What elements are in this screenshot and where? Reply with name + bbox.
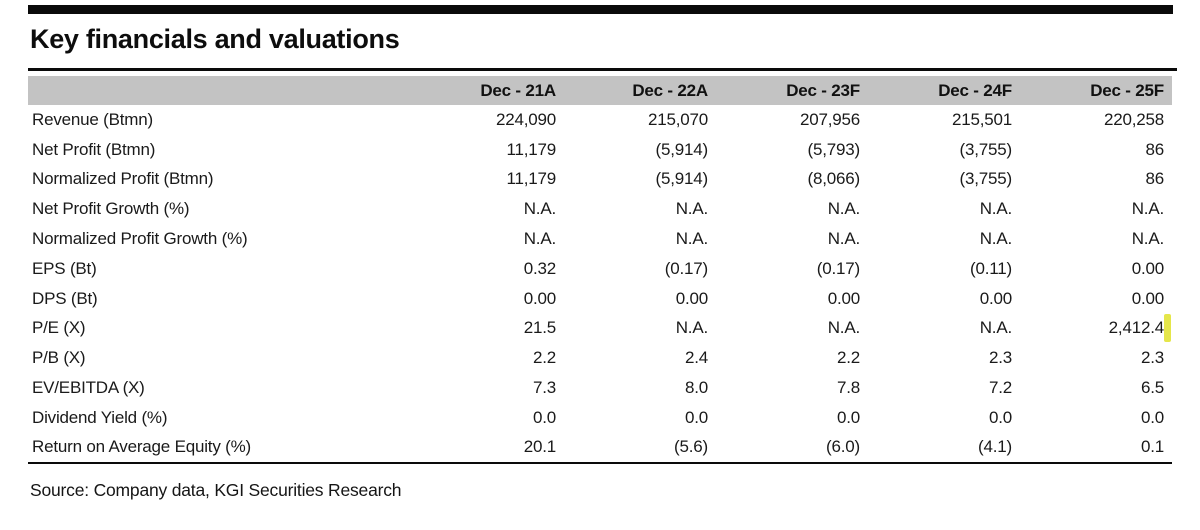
row-label: Net Profit (Btmn) xyxy=(32,139,156,159)
cell-value: 11,179 xyxy=(506,169,556,189)
column-header: Dec - 21A xyxy=(480,80,556,100)
cell-value: 2.3 xyxy=(1140,348,1164,368)
cell-value: 0.00 xyxy=(979,288,1012,308)
source-note: Source: Company data, KGI Securities Res… xyxy=(30,480,402,500)
table-row: Normalized Profit (Btmn) 11,179 (5,914) (8,… xyxy=(28,165,1172,195)
cell-value: N.A. xyxy=(979,318,1012,338)
cell-value: (3,755) xyxy=(959,139,1013,159)
header-label-cell xyxy=(28,76,404,105)
top-divider-bar xyxy=(28,5,1173,14)
cell-value: 0.0 xyxy=(1140,407,1164,427)
table-row: EV/EBITDA (X) 7.3 8.0 7.8 7.2 6.5 xyxy=(28,373,1172,403)
cell-value: (6.0) xyxy=(826,437,860,457)
financials-table: Dec - 21A Dec - 22A Dec - 23F Dec - 24F Dec … xyxy=(28,76,1172,464)
cell-value: 215,501 xyxy=(951,109,1012,129)
cell-value: 2.4 xyxy=(684,348,708,368)
table-row: Revenue (Btmn) 224,090 215,070 207,956 215,5… xyxy=(28,105,1172,135)
cell-value: 2,412.4 xyxy=(1108,318,1165,338)
cell-value: 86 xyxy=(1145,139,1164,159)
table-row: P/E (X) 21.5 N.A. N.A. N.A. 2,412.4 xyxy=(28,314,1172,344)
cell-value: 2.2 xyxy=(836,348,860,368)
column-header: Dec - 23F xyxy=(786,80,860,100)
column-header: Dec - 24F xyxy=(938,80,1012,100)
cell-value: 0.0 xyxy=(684,407,708,427)
cell-value: 220,258 xyxy=(1103,109,1164,129)
row-label: EPS (Bt) xyxy=(32,258,97,278)
cell-value: 0.32 xyxy=(523,258,556,278)
table-row: Normalized Profit Growth (%) N.A. N.A. N.A.… xyxy=(28,224,1172,254)
cell-value: 8.0 xyxy=(684,378,708,398)
cell-value: 0.0 xyxy=(532,407,556,427)
cell-value: 0.00 xyxy=(675,288,708,308)
cell-value: 0.00 xyxy=(1131,288,1164,308)
cell-value: 215,070 xyxy=(647,109,708,129)
row-label: Normalized Profit Growth (%) xyxy=(32,229,248,249)
cell-value: (4.1) xyxy=(978,437,1012,457)
cell-value: 7.2 xyxy=(988,378,1012,398)
table-row: Dividend Yield (%) 0.0 0.0 0.0 0.0 0.0 xyxy=(28,403,1172,433)
cell-value: 207,956 xyxy=(799,109,860,129)
cell-value: 0.1 xyxy=(1140,437,1164,457)
cell-value: 2.3 xyxy=(988,348,1012,368)
column-header: Dec - 22A xyxy=(632,80,708,100)
cell-value: N.A. xyxy=(1131,229,1164,249)
cell-value: 11,179 xyxy=(506,139,556,159)
table-row: EPS (Bt) 0.32 (0.17) (0.17) (0.11) 0.00 xyxy=(28,254,1172,284)
table-row: Net Profit Growth (%) N.A. N.A. N.A. N.A. N.A… xyxy=(28,194,1172,224)
cell-value: N.A. xyxy=(523,199,556,219)
cell-value: 0.00 xyxy=(827,288,860,308)
table-header-row: Dec - 21A Dec - 22A Dec - 23F Dec - 24F Dec … xyxy=(28,76,1172,105)
column-header: Dec - 25F xyxy=(1090,80,1164,100)
cell-value: (0.17) xyxy=(664,258,708,278)
cell-value: 0.0 xyxy=(836,407,860,427)
highlight-marker xyxy=(1164,314,1171,342)
cell-value: N.A. xyxy=(979,199,1012,219)
cell-value: (5,793) xyxy=(807,139,861,159)
cell-value: (0.17) xyxy=(816,258,860,278)
cell-value: 2.2 xyxy=(532,348,556,368)
cell-value: 0.0 xyxy=(988,407,1012,427)
cell-value: 7.8 xyxy=(836,378,860,398)
cell-value: N.A. xyxy=(827,318,860,338)
cell-value: 7.3 xyxy=(532,378,556,398)
cell-value: (3,755) xyxy=(959,169,1013,189)
cell-value: N.A. xyxy=(675,199,708,219)
title-rule xyxy=(28,68,1177,71)
row-label: P/E (X) xyxy=(32,318,86,338)
row-label: Normalized Profit (Btmn) xyxy=(32,169,214,189)
cell-value: N.A. xyxy=(979,229,1012,249)
row-label: Net Profit Growth (%) xyxy=(32,199,190,219)
cell-value: 224,090 xyxy=(495,109,556,129)
row-label: Return on Average Equity (%) xyxy=(32,437,251,457)
cell-value: N.A. xyxy=(675,229,708,249)
cell-value: N.A. xyxy=(675,318,708,338)
row-label: DPS (Bt) xyxy=(32,288,98,308)
cell-value: 0.00 xyxy=(523,288,556,308)
cell-value: (8,066) xyxy=(807,169,861,189)
cell-value: N.A. xyxy=(827,199,860,219)
cell-value: (5.6) xyxy=(674,437,708,457)
cell-value: N.A. xyxy=(523,229,556,249)
row-label: P/B (X) xyxy=(32,348,86,368)
row-label: Revenue (Btmn) xyxy=(32,109,153,129)
table-body: Revenue (Btmn) 224,090 215,070 207,956 215,5… xyxy=(28,105,1172,463)
cell-value: 6.5 xyxy=(1140,378,1164,398)
cell-value: N.A. xyxy=(827,229,860,249)
table-row: DPS (Bt) 0.00 0.00 0.00 0.00 0.00 xyxy=(28,284,1172,314)
table-row: Net Profit (Btmn) 11,179 (5,914) (5,793) (3,… xyxy=(28,135,1172,165)
cell-value: N.A. xyxy=(1131,199,1164,219)
cell-value: (5,914) xyxy=(655,139,709,159)
cell-value: (0.11) xyxy=(970,258,1012,278)
table-row: P/B (X) 2.2 2.4 2.2 2.3 2.3 xyxy=(28,343,1172,373)
table-row: Return on Average Equity (%) 20.1 (5.6) (6.… xyxy=(28,433,1172,463)
cell-value: (5,914) xyxy=(655,169,709,189)
section-title: Key financials and valuations xyxy=(30,24,400,54)
cell-value: 21.5 xyxy=(523,318,556,338)
row-label: EV/EBITDA (X) xyxy=(32,378,145,398)
cell-value: 86 xyxy=(1145,169,1164,189)
row-label: Dividend Yield (%) xyxy=(32,407,168,427)
cell-value: 20.1 xyxy=(523,437,556,457)
cell-value: 0.00 xyxy=(1131,258,1164,278)
